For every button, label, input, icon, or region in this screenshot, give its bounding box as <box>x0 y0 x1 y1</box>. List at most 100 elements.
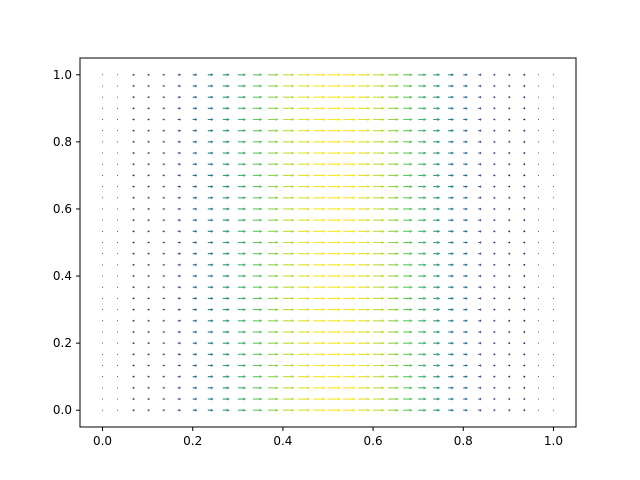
quiver-arrow <box>207 140 214 144</box>
quiver-arrow <box>282 364 295 367</box>
quiver-arrow <box>448 308 455 312</box>
quiver-arrow <box>463 364 468 367</box>
quiver-arrow <box>207 408 214 412</box>
quiver-arrow <box>117 107 119 109</box>
quiver-arrow <box>297 95 311 99</box>
quiver-arrow <box>343 73 356 77</box>
quiver-arrow <box>207 218 214 222</box>
quiver-arrow <box>237 274 247 278</box>
quiver-arrow <box>222 173 230 177</box>
quiver-arrow <box>162 308 165 312</box>
quiver-arrow <box>373 118 385 121</box>
quiver-arrow <box>192 229 198 233</box>
quiver-arrow <box>463 151 468 155</box>
y-tick-label: 0.4 <box>53 269 72 283</box>
quiver-arrow <box>177 319 181 323</box>
quiver-arrow <box>282 241 295 244</box>
quiver-arrow <box>358 229 371 233</box>
quiver-arrow <box>222 241 230 244</box>
quiver-arrow <box>132 408 135 412</box>
quiver-arrow <box>343 341 356 345</box>
quiver-arrow <box>448 129 455 133</box>
quiver-arrow <box>132 118 135 121</box>
quiver-arrow <box>358 397 371 401</box>
quiver-arrow <box>448 386 455 390</box>
quiver-arrow <box>418 241 427 244</box>
quiver-arrow <box>328 408 341 412</box>
quiver-arrow <box>117 152 119 154</box>
quiver-arrow <box>523 106 526 110</box>
quiver-arrow <box>388 95 399 99</box>
quiver-arrow <box>463 274 468 278</box>
quiver-arrow <box>328 207 341 211</box>
quiver-arrow <box>312 129 326 133</box>
quiver-arrow <box>537 365 539 366</box>
quiver-arrow <box>252 218 263 222</box>
quiver-arrow <box>552 376 554 378</box>
quiver-arrow <box>282 196 295 200</box>
quiver-arrow <box>373 185 385 189</box>
quiver-arrow <box>552 163 554 165</box>
quiver-arrow <box>373 241 385 244</box>
quiver-arrow <box>328 162 341 166</box>
quiver-arrow <box>192 285 198 289</box>
quiver-arrow <box>177 129 181 133</box>
quiver-arrow <box>343 207 356 211</box>
quiver-arrow <box>478 218 482 222</box>
quiver-arrow <box>132 218 135 222</box>
quiver-arrow <box>222 375 230 379</box>
quiver-arrow <box>147 129 150 133</box>
quiver-arrow <box>403 352 413 356</box>
quiver-arrow <box>343 375 356 379</box>
quiver-arrow <box>373 285 385 289</box>
quiver-arrow <box>433 397 441 401</box>
quiver-arrow <box>132 375 135 379</box>
quiver-arrow <box>252 140 263 144</box>
quiver-arrow <box>328 218 341 222</box>
quiver-arrow <box>523 375 526 379</box>
quiver-arrow <box>312 196 326 200</box>
quiver-arrow <box>102 119 104 120</box>
quiver-arrow <box>102 286 104 288</box>
quiver-arrow <box>312 84 326 88</box>
quiver-arrow <box>177 252 181 256</box>
quiver-arrow <box>282 84 295 88</box>
quiver-arrow <box>403 341 413 345</box>
quiver-arrow <box>237 185 247 189</box>
quiver-arrow <box>493 118 496 121</box>
quiver-arrow <box>463 162 468 166</box>
quiver-arrow <box>282 375 295 379</box>
quiver-arrow <box>267 241 279 244</box>
quiver-arrow <box>552 409 554 411</box>
quiver-arrow <box>117 208 119 210</box>
quiver-arrow <box>537 107 539 109</box>
quiver-arrow <box>373 330 385 334</box>
quiver-arrow <box>162 129 165 133</box>
quiver-arrow <box>508 73 511 77</box>
quiver-arrow <box>523 95 526 99</box>
quiver-arrow <box>388 386 399 390</box>
quiver-arrow <box>552 74 554 76</box>
quiver-arrow <box>132 397 135 401</box>
quiver-arrow <box>177 151 181 155</box>
quiver-arrow <box>252 375 263 379</box>
quiver-arrow <box>117 398 119 400</box>
quiver-arrow <box>478 263 482 267</box>
quiver-arrow <box>493 106 496 110</box>
quiver-arrow <box>343 173 356 177</box>
quiver-arrow <box>147 352 150 356</box>
quiver-arrow <box>552 85 554 87</box>
quiver-arrow <box>102 253 104 255</box>
quiver-arrow <box>267 274 279 278</box>
quiver-arrow <box>297 162 311 166</box>
quiver-arrow <box>237 218 247 222</box>
quiver-arrow <box>448 207 455 211</box>
quiver-arrow <box>162 252 165 256</box>
quiver-arrow <box>552 387 554 389</box>
quiver-arrow <box>388 375 399 379</box>
quiver-arrow <box>358 207 371 211</box>
quiver-arrow <box>237 408 247 412</box>
quiver-arrow <box>297 151 311 155</box>
quiver-arrow <box>192 173 198 177</box>
